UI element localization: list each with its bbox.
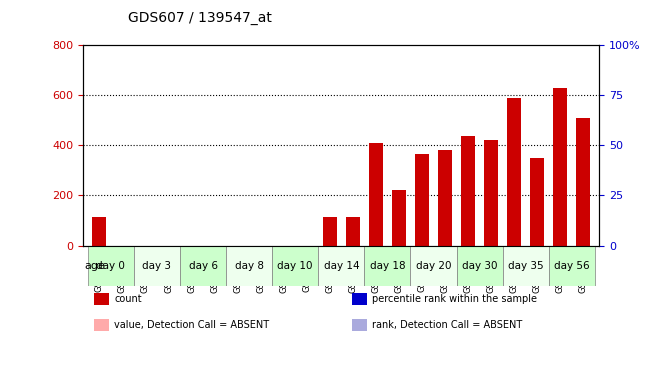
Text: rank, Detection Call = ABSENT: rank, Detection Call = ABSENT — [372, 320, 523, 330]
Bar — [530, 158, 544, 246]
FancyBboxPatch shape — [410, 246, 456, 286]
Text: count: count — [115, 294, 142, 304]
FancyBboxPatch shape — [272, 246, 318, 286]
Bar — [507, 98, 521, 246]
FancyBboxPatch shape — [180, 246, 226, 286]
Text: day 0: day 0 — [97, 261, 125, 271]
Bar — [346, 217, 360, 246]
Text: day 10: day 10 — [278, 261, 313, 271]
Bar — [323, 217, 337, 246]
Bar — [576, 118, 590, 246]
Bar — [484, 140, 498, 246]
FancyBboxPatch shape — [318, 246, 364, 286]
Bar — [369, 143, 383, 246]
Text: day 30: day 30 — [462, 261, 498, 271]
FancyBboxPatch shape — [456, 246, 503, 286]
Text: day 35: day 35 — [508, 261, 543, 271]
Text: day 3: day 3 — [143, 261, 171, 271]
Text: day 18: day 18 — [370, 261, 405, 271]
Bar — [352, 319, 367, 331]
Text: day 56: day 56 — [554, 261, 589, 271]
Bar — [93, 319, 109, 331]
Bar — [93, 217, 107, 246]
Bar — [93, 293, 109, 305]
Bar — [352, 293, 367, 305]
FancyBboxPatch shape — [549, 246, 595, 286]
Bar — [438, 150, 452, 246]
Text: day 14: day 14 — [324, 261, 359, 271]
Text: value, Detection Call = ABSENT: value, Detection Call = ABSENT — [115, 320, 269, 330]
Text: GDS607 / 139547_at: GDS607 / 139547_at — [128, 11, 272, 25]
FancyBboxPatch shape — [226, 246, 272, 286]
Text: day 20: day 20 — [416, 261, 452, 271]
Text: age: age — [85, 261, 105, 271]
FancyBboxPatch shape — [88, 246, 134, 286]
FancyBboxPatch shape — [503, 246, 549, 286]
Bar — [553, 88, 567, 246]
FancyBboxPatch shape — [364, 246, 410, 286]
Text: day 6: day 6 — [188, 261, 218, 271]
FancyBboxPatch shape — [134, 246, 180, 286]
Bar — [415, 154, 429, 246]
Bar — [461, 136, 475, 246]
Text: percentile rank within the sample: percentile rank within the sample — [372, 294, 537, 304]
Text: day 8: day 8 — [234, 261, 264, 271]
Bar — [392, 190, 406, 246]
